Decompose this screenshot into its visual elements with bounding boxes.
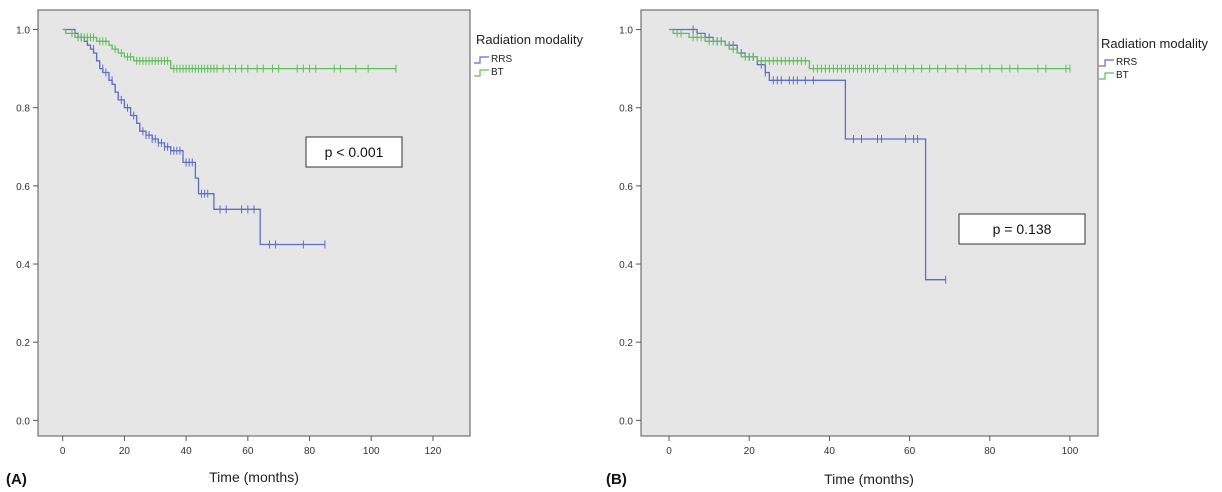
panel-label-b: (B): [606, 471, 627, 488]
x-tick-label-a-1: 20: [119, 446, 131, 457]
x-axis-title-b: Time (months): [824, 471, 914, 487]
legend-item-bt-a: BT: [474, 67, 504, 78]
y-tick-label-b-4: 0.8: [619, 104, 633, 115]
x-axis-a: 0 20 40 60 80 100 120: [60, 436, 442, 457]
legend-item-bt-b: BT: [1099, 70, 1129, 81]
x-tick-label-b-3: 60: [904, 446, 916, 457]
x-tick-label-a-3: 60: [242, 446, 254, 457]
x-tick-label-a-2: 40: [181, 446, 193, 457]
x-tick-label-a-6: 120: [425, 446, 442, 457]
series-layer-b: [669, 25, 1071, 284]
legend-title-a: Radiation modality: [476, 32, 583, 47]
x-axis-title-a: Time (months): [209, 469, 299, 485]
legend-label-bt-a: BT: [491, 67, 504, 78]
x-tick-label-b-0: 0: [666, 446, 672, 457]
legend-label-bt-b: BT: [1116, 70, 1129, 81]
legend-title-b: Radiation modality: [1101, 36, 1208, 51]
y-axis-b: 0.0 0.2 0.4 0.6 0.8 1.0: [619, 26, 641, 427]
legend-label-rrs-a: RRS: [491, 54, 512, 65]
p-value-b: p = 0.138: [993, 221, 1052, 237]
legend-swatch-bt-a: [474, 69, 489, 77]
y-tick-label-b-3: 0.6: [619, 182, 633, 193]
panel-b: 0.0 0.2 0.4 0.6 0.8 1.0 0 20 40 60 80 100 p = 0.13…: [606, 9, 1208, 488]
y-tick-label-a-1: 0.2: [16, 338, 30, 349]
legend-item-rrs-a: RRS: [474, 54, 512, 65]
y-tick-label-a-4: 0.8: [16, 104, 30, 115]
legend-item-rrs-b: RRS: [1099, 57, 1137, 68]
plot-area-a: [37, 9, 471, 437]
x-tick-label-b-5: 100: [1062, 446, 1079, 457]
y-tick-label-b-1: 0.2: [619, 338, 633, 349]
p-value-box-b: p = 0.138: [958, 213, 1086, 245]
p-value-box-a: p < 0.001: [305, 136, 403, 168]
legend-swatch-rrs-b: [1099, 59, 1114, 67]
legend-b: Radiation modality RRS BT: [1099, 36, 1208, 81]
x-tick-label-a-0: 0: [60, 446, 66, 457]
km-curve-bt-a: [62, 28, 396, 70]
x-tick-label-b-2: 40: [824, 446, 836, 457]
y-tick-label-a-5: 1.0: [16, 26, 30, 37]
y-tick-label-a-2: 0.4: [16, 260, 30, 271]
y-axis-a: 0.0 0.2 0.4 0.6 0.8 1.0: [16, 26, 38, 427]
panel-label-a: (A): [6, 471, 27, 488]
legend-swatch-rrs-a: [474, 56, 489, 64]
y-tick-label-a-0: 0.0: [16, 416, 30, 427]
panel-a: 0.0 0.2 0.4 0.6 0.8 1.0 0 20 40 60 80 100 120 p < 0…: [6, 9, 583, 488]
x-tick-label-b-4: 80: [984, 446, 996, 457]
y-tick-label-a-3: 0.6: [16, 182, 30, 193]
series-layer-a: [62, 28, 397, 249]
legend-label-rrs-b: RRS: [1116, 57, 1137, 68]
y-tick-label-b-2: 0.4: [619, 260, 633, 271]
x-tick-label-a-4: 80: [304, 446, 316, 457]
legend-a: Radiation modality RRS BT: [474, 32, 583, 78]
x-axis-b: 0 20 40 60 80 100: [666, 436, 1079, 457]
p-value-a: p < 0.001: [325, 144, 384, 160]
km-curve-rrs-a: [62, 28, 325, 246]
legend-swatch-bt-b: [1099, 72, 1114, 80]
y-tick-label-b-5: 1.0: [619, 26, 633, 37]
x-tick-label-a-5: 100: [363, 446, 380, 457]
x-tick-label-b-1: 20: [744, 446, 756, 457]
y-tick-label-b-0: 0.0: [619, 416, 633, 427]
km-curve-bt-b: [669, 28, 1070, 70]
